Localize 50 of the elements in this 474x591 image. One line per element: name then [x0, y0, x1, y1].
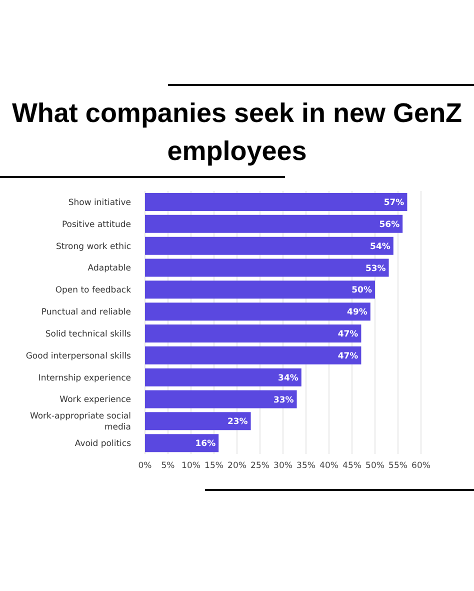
- data-label: 47%: [338, 330, 359, 340]
- bar: [145, 390, 297, 408]
- y-tick-label: Solid technical skills: [45, 329, 132, 340]
- bar: [145, 412, 251, 430]
- x-tick-label: 15%: [204, 461, 224, 472]
- bar: [145, 280, 375, 299]
- x-tick-label: 45%: [342, 461, 362, 472]
- x-tick-label: 10%: [182, 461, 200, 472]
- data-label: 33%: [273, 395, 294, 406]
- bar: [145, 434, 219, 452]
- x-tick-label: 20%: [228, 461, 246, 472]
- data-label: 47%: [338, 351, 359, 362]
- data-label: 16%: [195, 439, 216, 450]
- x-tick-label: 60%: [412, 461, 430, 472]
- data-label: 34%: [278, 373, 299, 384]
- data-label: 50%: [352, 286, 372, 296]
- data-label: 53%: [365, 264, 386, 274]
- data-label: 57%: [384, 198, 405, 208]
- x-tick-label: 5%: [161, 461, 175, 472]
- y-tick-label: Strong work ethic: [56, 242, 132, 252]
- y-tick-label: Punctual and reliable: [41, 308, 131, 318]
- data-label: 54%: [370, 242, 391, 252]
- data-label: 23%: [227, 417, 248, 428]
- bar: [145, 258, 389, 277]
- data-label: 56%: [379, 220, 400, 230]
- y-tick-label: Adaptable: [88, 264, 131, 274]
- y-tick-label: Positive attitude: [62, 220, 131, 230]
- bar: [145, 324, 362, 342]
- bar: [145, 302, 370, 321]
- y-tick-label: Good interpersonal skills: [26, 351, 132, 362]
- y-tick-label: Work-appropriate social media: [30, 412, 131, 433]
- x-tick-label: 55%: [388, 461, 408, 472]
- y-tick-label: Show initiative: [68, 198, 131, 208]
- x-tick-label: 30%: [274, 461, 292, 472]
- bar: [145, 214, 403, 233]
- y-tick-label: Open to feedback: [55, 286, 132, 296]
- data-label: 49%: [347, 308, 368, 318]
- bar: [145, 346, 362, 364]
- y-tick-label: Work experience: [60, 395, 131, 406]
- bar: [145, 368, 302, 386]
- y-tick-label: Internship experience: [38, 373, 131, 384]
- x-tick-label: 25%: [250, 461, 270, 472]
- bar: [145, 193, 408, 211]
- y-tick-label: Avoid politics: [74, 439, 132, 450]
- x-tick-label: 50%: [366, 461, 384, 472]
- x-tick-label: 35%: [296, 461, 316, 472]
- x-tick-label: 40%: [320, 461, 338, 472]
- x-tick-label: 0%: [138, 461, 152, 472]
- chart-title: What companies seek in new GenZ employees: [10, 97, 464, 168]
- bar: [145, 236, 394, 255]
